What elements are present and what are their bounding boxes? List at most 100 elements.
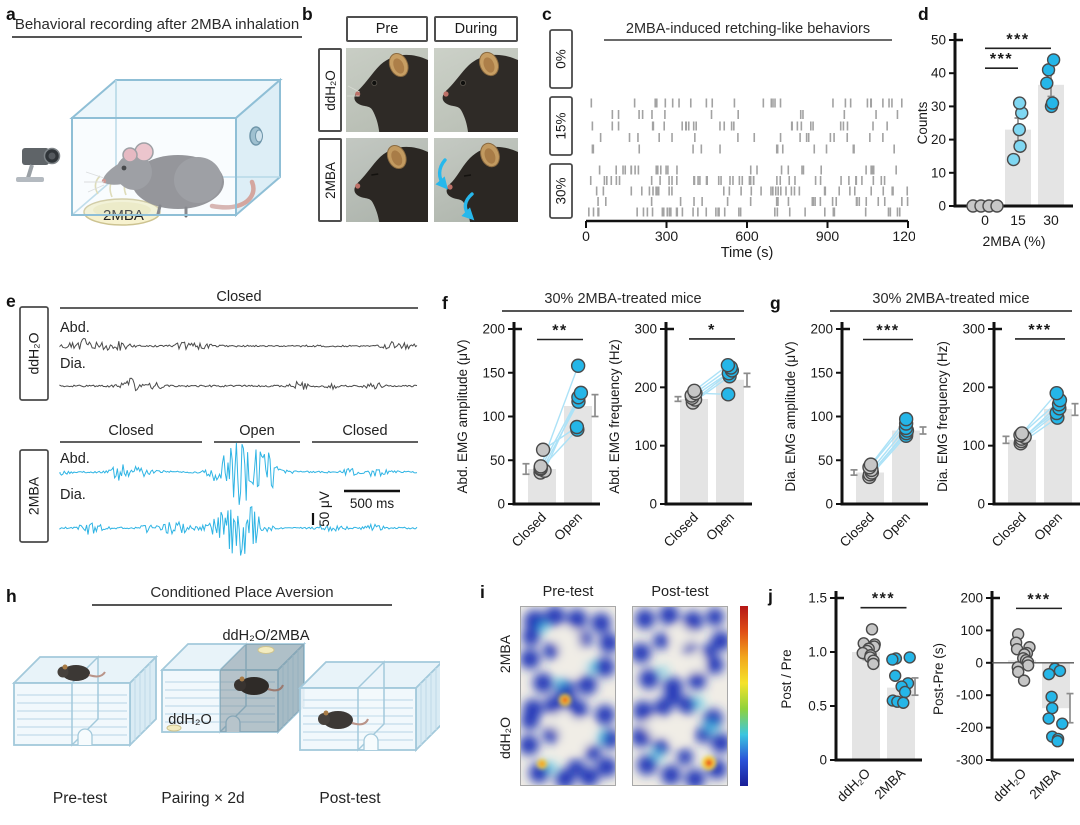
sig-stars: *** xyxy=(876,323,899,340)
trace-label: Abd. xyxy=(60,451,90,467)
cage-posttest xyxy=(299,661,440,751)
emg-trace xyxy=(59,377,418,392)
group-label: 30% xyxy=(554,177,569,204)
chamber-top-label: ddH₂O/2MBA xyxy=(222,628,310,644)
mouse-head-silhouette xyxy=(354,54,428,132)
mouse-nose xyxy=(447,184,453,190)
data-point xyxy=(1006,152,1021,167)
data-point xyxy=(1013,139,1027,153)
panel-e-label: e xyxy=(6,291,16,311)
data-point xyxy=(1014,426,1030,441)
data-point xyxy=(1051,735,1064,748)
x-tick-label: Closed xyxy=(661,510,701,550)
data-point xyxy=(1045,96,1060,110)
photo-2mba-during xyxy=(434,138,518,222)
y-axis-label: Dia. EMG frequency (Hz) xyxy=(935,341,950,492)
tick-label: 200 xyxy=(960,591,983,606)
tick-label: 0 xyxy=(975,655,983,670)
mouse-tail xyxy=(209,179,256,210)
panel-h-title: Conditioned Place Aversion xyxy=(92,584,392,606)
data-point xyxy=(1042,712,1055,725)
data-point xyxy=(886,653,899,666)
condition-header: Closed xyxy=(108,423,153,439)
panel-e: e 50 μV 500 ms ddH₂O Closed Abd. Dia. 2MBA Cl… xyxy=(0,285,440,580)
mouse-nose xyxy=(443,91,449,97)
panel-f: f 30% 2MBA-treated mice 0 50 100 150 200 Abd.… xyxy=(440,285,760,580)
sig-stars: ** xyxy=(552,323,567,340)
row-header-2mba: 2MBA xyxy=(318,138,342,222)
tick-label: 200 xyxy=(482,322,505,337)
panel-a-label: a xyxy=(6,4,16,24)
tick-label: 100 xyxy=(960,623,983,638)
tick-label: 10 xyxy=(931,165,946,180)
chamber-bottom-label: ddH₂O xyxy=(168,712,212,728)
y-axis-label: Abd. EMG amplitude (μV) xyxy=(455,339,470,493)
trace-label: Abd. xyxy=(60,320,90,336)
tick-label: 50 xyxy=(490,453,505,468)
group-label: 2MBA xyxy=(26,476,42,515)
tick-label: 300 xyxy=(962,322,985,337)
sig-stars: *** xyxy=(1006,31,1029,48)
panel-f-label: f xyxy=(442,293,448,313)
data-point xyxy=(1012,122,1026,137)
tick-label: 50 xyxy=(818,453,833,468)
panel-j-label: j xyxy=(768,586,773,606)
mouse-illustration xyxy=(318,710,369,729)
emg-trace xyxy=(59,337,418,352)
data-point xyxy=(903,651,916,664)
tick-label: 30 xyxy=(931,99,946,114)
voltage-scalebar-label: 50 μV xyxy=(317,491,332,527)
column-header-during: During xyxy=(434,16,518,42)
pair-line xyxy=(1021,392,1058,434)
tick-label: 0 xyxy=(938,199,946,214)
data-point xyxy=(1049,385,1064,401)
x-tick-label: 30 xyxy=(1043,212,1059,228)
tick-label: 150 xyxy=(482,365,505,380)
data-point xyxy=(898,685,912,699)
x-tick-label: Closed xyxy=(509,510,549,550)
x-tick-label: Open xyxy=(551,510,585,544)
sig-stars: *** xyxy=(1028,322,1051,339)
emg-trace xyxy=(59,442,418,505)
heatmap-row-label-ddh2o: ddH₂O xyxy=(497,717,513,760)
retch-arrow-icon xyxy=(461,192,475,221)
tick-label: 200 xyxy=(962,380,985,395)
heatmap-title-pretest: Pre-test xyxy=(542,584,594,600)
dia-amplitude-chart: 0 50 100 150 200 Dia. EMG amplitude (μV) *** Cl… xyxy=(783,322,928,550)
counts-bar-chart: 0 10 20 30 40 50 Counts *** *** 0 15 30 2MBA (%) xyxy=(915,31,1073,249)
panel-c-label: c xyxy=(542,4,552,24)
data-point xyxy=(888,669,902,682)
x-tick-label: ddH₂O xyxy=(990,766,1029,805)
x-tick-label: Open xyxy=(1031,510,1065,544)
time-scalebar-label: 500 ms xyxy=(350,496,395,511)
data-point xyxy=(1045,690,1058,704)
group-label: 0% xyxy=(554,49,569,69)
dish-ddh2o xyxy=(166,724,182,732)
data-point xyxy=(1053,664,1067,678)
cage-pretest xyxy=(13,656,157,746)
mouse-eye-closed xyxy=(371,173,379,176)
group-label-box xyxy=(549,163,573,219)
panel-b: b Pre During ddH₂O 2MBA xyxy=(300,0,540,255)
tick-label: 0 xyxy=(819,753,827,768)
heatmap-pretest xyxy=(519,606,620,789)
occupancy-blobs xyxy=(631,605,731,789)
data-point xyxy=(535,442,551,457)
data-point xyxy=(570,358,586,373)
data-point xyxy=(533,459,549,474)
tick-label: 300 xyxy=(634,322,657,337)
tick-label: 50 xyxy=(931,33,946,48)
emg-trace xyxy=(59,506,418,556)
tick-label: 20 xyxy=(931,132,946,147)
mouse-eye xyxy=(121,165,127,171)
mouse-illustration xyxy=(234,676,284,695)
group-label-box xyxy=(549,96,573,156)
data-point xyxy=(720,357,736,373)
x-tick-label: 0 xyxy=(582,228,590,244)
bar xyxy=(680,399,708,504)
y-axis-label: Abd. EMG frequency (Hz) xyxy=(607,339,622,494)
group-label: ddH₂O xyxy=(26,332,42,374)
y-axis-label: Counts xyxy=(915,101,930,144)
condition-header: Closed xyxy=(216,289,261,305)
heatmap-row-label-2mba: 2MBA xyxy=(497,634,513,674)
